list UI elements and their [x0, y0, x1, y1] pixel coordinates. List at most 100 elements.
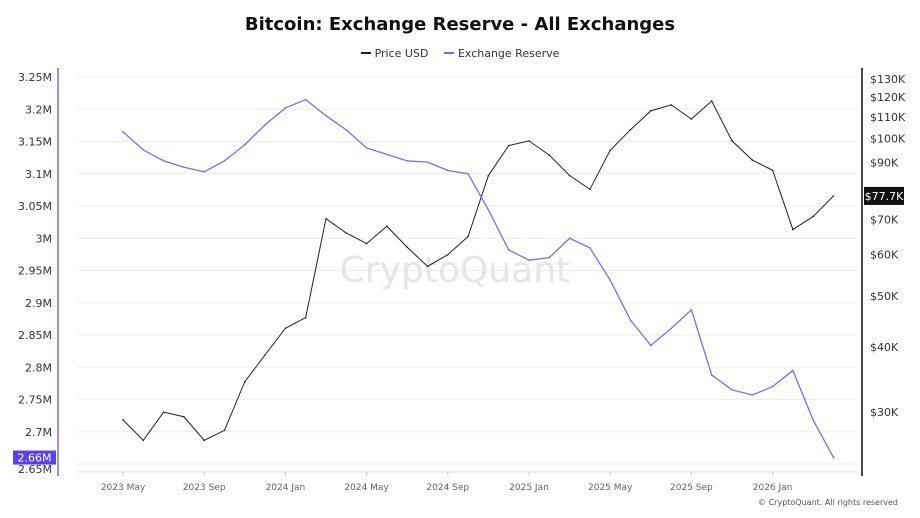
current-reserve-badge — [13, 450, 56, 465]
right-tick-label: $70K — [870, 214, 899, 227]
reserve-point — [365, 147, 368, 149]
reserve-point — [142, 149, 145, 151]
price-point — [203, 439, 205, 442]
reserve-point — [122, 131, 124, 133]
price-point — [528, 140, 530, 142]
left-tick-label: 2.8M — [25, 361, 52, 374]
price-point — [507, 144, 510, 147]
price-point — [447, 253, 449, 256]
reserve-point — [812, 419, 814, 421]
right-tick-label: $30K — [870, 406, 899, 419]
reserve-point — [609, 279, 611, 281]
legend-item-price[interactable]: Price USD — [360, 46, 429, 60]
legend-item-reserve[interactable]: Exchange Reserve — [443, 46, 560, 60]
left-tick-label: 2.85M — [18, 329, 52, 342]
right-tick-label: $50K — [870, 290, 899, 303]
price-point — [731, 140, 733, 142]
current-reserve-label: 2.66M — [18, 452, 52, 465]
reserve-point — [690, 309, 693, 311]
legend-swatch-price — [360, 52, 371, 54]
x-tick-label: 2024 Sep — [426, 483, 469, 493]
price-point — [690, 118, 693, 120]
reserve-point — [548, 256, 551, 259]
price-point — [365, 242, 368, 245]
reserve-point — [792, 369, 794, 372]
reserve-point — [568, 237, 571, 240]
price-point — [244, 380, 246, 383]
x-tick-label: 2025 May — [588, 483, 633, 493]
chart-title: Bitcoin: Exchange Reserve - All Exchange… — [244, 14, 676, 35]
x-tick-label: 2024 Jan — [266, 483, 306, 493]
watermark: CryptoQuant — [340, 250, 570, 291]
price-point — [325, 217, 327, 220]
price-point — [142, 439, 145, 442]
reserve-point — [264, 123, 266, 126]
x-tick-label: 2025 Sep — [670, 483, 713, 493]
left-tick-label: 2.9M — [25, 297, 52, 310]
price-point — [670, 104, 672, 106]
price-point — [589, 188, 591, 191]
reserve-point — [650, 344, 652, 347]
left-tick-label: 2.75M — [18, 394, 52, 407]
legend-swatch-reserve — [443, 52, 454, 54]
price-point — [710, 100, 713, 102]
x-tick-label: 2025 Jan — [509, 483, 549, 493]
left-tick-label: 3.2M — [25, 103, 52, 116]
price-point — [568, 174, 571, 177]
reserve-point — [304, 98, 307, 101]
x-tick-label: 2023 May — [101, 483, 146, 493]
x-tick-label: 2024 May — [344, 483, 389, 493]
reserve-point — [223, 160, 226, 162]
reserve-point — [528, 259, 530, 261]
price-point — [751, 159, 754, 161]
reserve-point — [507, 249, 510, 251]
x-tick-label: 2026 Jan — [753, 483, 793, 493]
reserve-point — [670, 327, 672, 330]
price-point — [812, 215, 814, 218]
legend-label-price: Price USD — [374, 46, 429, 60]
price-point — [264, 354, 266, 356]
reserve-point — [832, 456, 835, 459]
price-point — [650, 110, 652, 112]
price-point — [792, 228, 794, 231]
left-tick-label: 2.95M — [18, 265, 52, 278]
legend: Price USD Exchange Reserve — [0, 44, 920, 60]
left-tick-label: 3.1M — [25, 168, 52, 181]
left-tick-label: 2.7M — [25, 426, 52, 439]
current-price-label: $77.7K — [865, 190, 904, 203]
price-point — [304, 316, 307, 319]
price-point — [284, 327, 287, 330]
price-point — [162, 411, 165, 413]
reserve-point — [629, 319, 632, 321]
price-point — [771, 169, 774, 172]
price-point — [345, 232, 348, 234]
price-point — [609, 149, 611, 152]
price-point — [406, 246, 409, 249]
right-tick-label: $100K — [870, 133, 906, 146]
reserve-point — [731, 389, 733, 391]
price-point — [223, 429, 226, 432]
reserve-point — [589, 247, 591, 249]
reserve-point — [386, 153, 388, 156]
reserve-point — [284, 107, 287, 109]
price-point — [426, 265, 429, 268]
reserve-point — [447, 169, 449, 172]
price-point — [548, 154, 551, 156]
right-tick-label: $110K — [870, 111, 906, 124]
price-series-line — [122, 100, 834, 442]
reserve-series-line — [122, 98, 835, 458]
reserve-point — [467, 172, 469, 175]
reserve-point — [162, 160, 165, 162]
left-tick-label: 3M — [36, 232, 53, 245]
price-point — [832, 195, 835, 197]
reserve-point — [710, 374, 713, 376]
right-tick-label: $120K — [870, 91, 906, 104]
left-tick-label: 3.05M — [18, 200, 52, 213]
reserve-point — [426, 161, 429, 163]
legend-label-reserve: Exchange Reserve — [457, 46, 560, 60]
left-tick-label: 2.65M — [18, 463, 52, 476]
reserve-point — [751, 394, 754, 396]
copyright-footer: © CryptoQuant. All rights reserved — [758, 498, 898, 507]
price-point — [467, 235, 469, 238]
price-point — [629, 128, 632, 131]
